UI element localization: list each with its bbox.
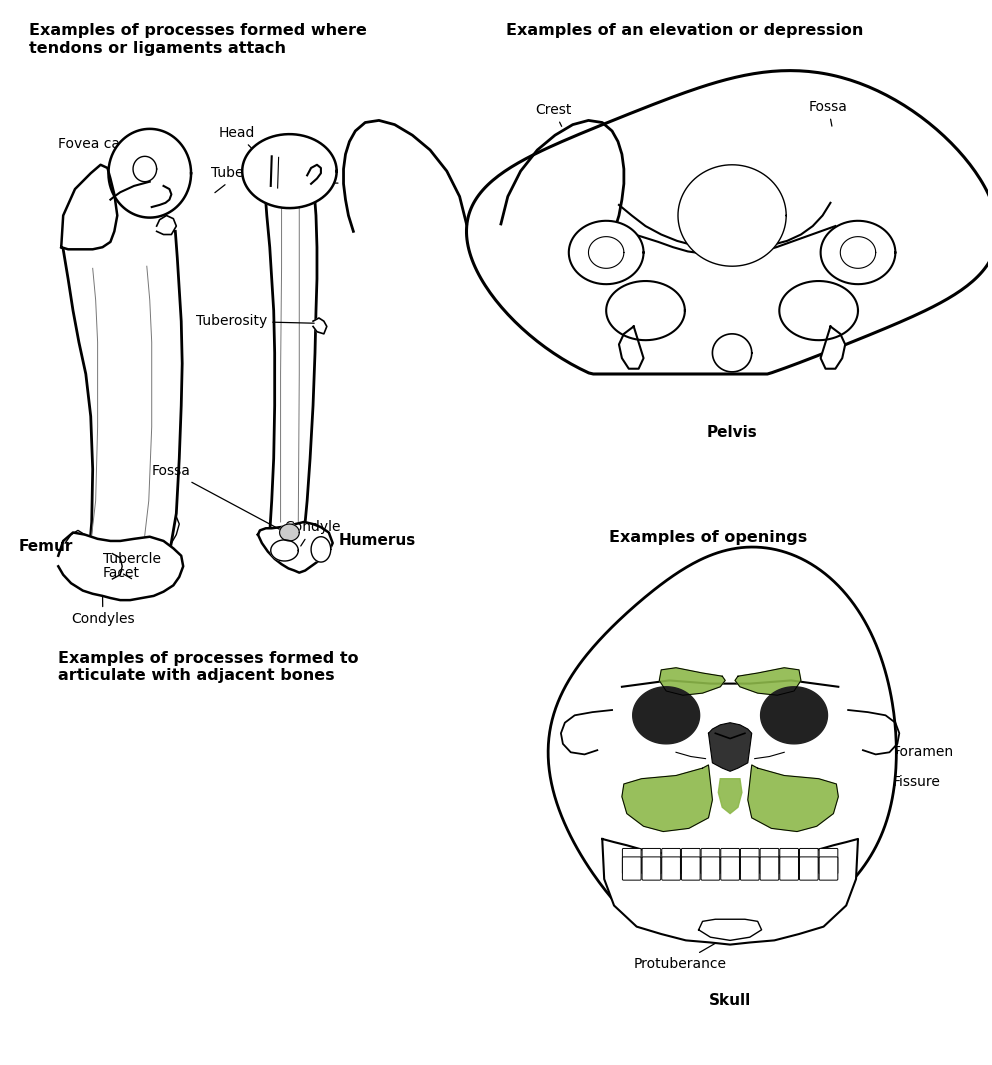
Text: Fissure: Fissure (821, 775, 940, 789)
Polygon shape (157, 215, 177, 234)
Text: Protuberance: Protuberance (634, 933, 733, 970)
Text: Femur: Femur (19, 539, 73, 554)
Polygon shape (780, 281, 858, 340)
Text: Head: Head (218, 126, 266, 163)
Polygon shape (712, 333, 752, 372)
FancyBboxPatch shape (780, 857, 799, 880)
Text: Facet: Facet (102, 566, 140, 579)
FancyBboxPatch shape (800, 857, 818, 880)
Polygon shape (761, 687, 827, 743)
Polygon shape (280, 524, 300, 541)
Text: Examples of processes formed where
tendons or ligaments attach: Examples of processes formed where tendo… (29, 23, 367, 55)
Polygon shape (108, 129, 191, 217)
Polygon shape (311, 537, 330, 562)
Text: Foramen: Foramen (846, 746, 953, 759)
Polygon shape (258, 522, 332, 573)
Text: Examples of processes formed to
articulate with adjacent bones: Examples of processes formed to articula… (59, 651, 359, 684)
Text: Tubercle: Tubercle (102, 552, 161, 573)
Polygon shape (62, 165, 117, 249)
Polygon shape (660, 668, 725, 695)
FancyBboxPatch shape (721, 857, 739, 880)
FancyBboxPatch shape (662, 849, 681, 873)
Text: Sinus: Sinus (735, 610, 773, 677)
FancyBboxPatch shape (780, 849, 799, 873)
FancyBboxPatch shape (701, 857, 720, 880)
FancyBboxPatch shape (682, 857, 700, 880)
Text: Examples of openings: Examples of openings (609, 530, 807, 545)
Text: Pelvis: Pelvis (706, 425, 758, 440)
Polygon shape (622, 765, 712, 832)
FancyBboxPatch shape (622, 857, 641, 880)
Text: Fovea capitis: Fovea capitis (59, 136, 150, 178)
Text: Sulcus: Sulcus (283, 177, 389, 191)
FancyBboxPatch shape (642, 857, 661, 880)
Polygon shape (501, 120, 624, 245)
Polygon shape (110, 182, 172, 207)
FancyBboxPatch shape (622, 849, 641, 873)
Polygon shape (718, 779, 742, 814)
Polygon shape (265, 190, 317, 532)
Polygon shape (748, 765, 838, 832)
Text: Tuberosity: Tuberosity (196, 314, 314, 328)
Text: Tubercle: Tubercle (210, 166, 269, 193)
Polygon shape (708, 723, 752, 771)
FancyBboxPatch shape (800, 849, 818, 873)
FancyBboxPatch shape (642, 849, 661, 873)
Polygon shape (466, 70, 992, 374)
Polygon shape (820, 327, 845, 368)
FancyBboxPatch shape (819, 857, 838, 880)
FancyBboxPatch shape (721, 849, 739, 873)
Text: Canal: Canal (562, 767, 657, 781)
Polygon shape (568, 220, 644, 284)
FancyBboxPatch shape (682, 849, 700, 873)
Text: Examples of an elevation or depression: Examples of an elevation or depression (506, 23, 863, 38)
FancyBboxPatch shape (740, 857, 759, 880)
FancyBboxPatch shape (760, 849, 779, 873)
Polygon shape (735, 668, 801, 695)
Text: Fossa: Fossa (808, 100, 848, 126)
Polygon shape (602, 839, 858, 945)
FancyBboxPatch shape (662, 857, 681, 880)
Text: Condyle: Condyle (285, 520, 341, 546)
FancyBboxPatch shape (740, 849, 759, 873)
FancyBboxPatch shape (760, 857, 779, 880)
Text: Crest: Crest (536, 103, 571, 127)
FancyBboxPatch shape (819, 849, 838, 873)
Polygon shape (619, 327, 644, 368)
Polygon shape (59, 231, 183, 604)
Polygon shape (678, 165, 787, 266)
Text: Condyles: Condyles (71, 596, 135, 626)
Polygon shape (820, 220, 896, 284)
Polygon shape (271, 540, 299, 561)
Text: Skull: Skull (709, 993, 751, 1009)
Polygon shape (59, 532, 184, 600)
Text: Fossa: Fossa (152, 464, 289, 535)
Polygon shape (242, 134, 336, 208)
Polygon shape (698, 919, 762, 940)
FancyBboxPatch shape (701, 849, 720, 873)
Text: Humerus: Humerus (338, 534, 416, 548)
Polygon shape (308, 165, 320, 184)
Polygon shape (313, 318, 326, 333)
Polygon shape (633, 687, 699, 743)
Polygon shape (606, 281, 684, 340)
Polygon shape (343, 120, 466, 252)
Polygon shape (549, 547, 897, 927)
